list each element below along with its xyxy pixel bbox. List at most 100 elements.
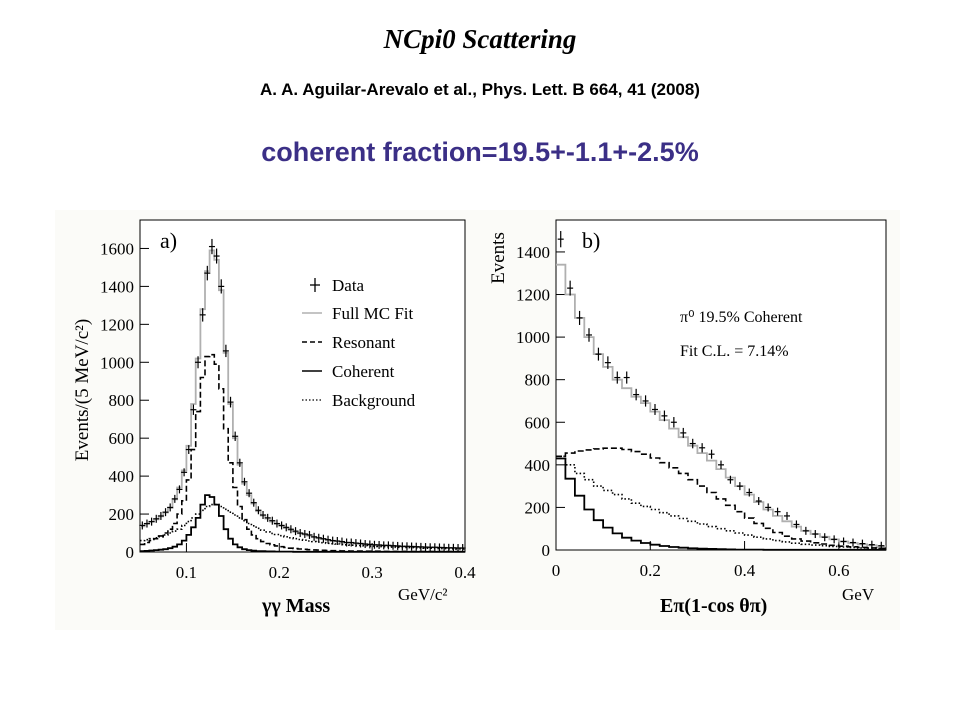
data-point xyxy=(241,477,248,486)
panel-b-fit-cl-annotation: Fit C.L. = 7.14% xyxy=(680,343,789,360)
y-tick-label: 400 xyxy=(525,456,551,475)
y-tick-label: 800 xyxy=(525,371,551,390)
panel-a-y-axis-label: Events/(5 MeV/c²) xyxy=(72,319,93,461)
y-tick-label: 0 xyxy=(542,541,551,560)
series-coherent xyxy=(556,457,886,551)
data-point xyxy=(595,347,602,361)
data-point xyxy=(199,308,206,322)
y-tick-label: 1600 xyxy=(100,239,134,258)
data-point xyxy=(727,475,734,484)
data-point xyxy=(208,238,215,255)
series-full-mc-fit xyxy=(556,263,886,548)
coherent-fraction-result: coherent fraction=19.5+-1.1+-2.5% xyxy=(261,137,699,167)
panel-b-x-axis-label: Eπ(1-cos θπ) xyxy=(660,595,767,617)
data-point xyxy=(292,527,299,536)
data-point xyxy=(162,508,169,517)
panel-a-legend: Data Full MC Fit Resonant Coherent Backg… xyxy=(302,276,416,410)
data-point xyxy=(181,468,188,477)
panel-a-label: a) xyxy=(160,228,177,253)
panel-a-data-points xyxy=(139,238,466,553)
data-point xyxy=(557,231,564,248)
data-point xyxy=(236,458,243,467)
data-point xyxy=(623,371,630,384)
data-point xyxy=(250,498,257,507)
data-point xyxy=(831,535,838,544)
legend-full-mc-label: Full MC Fit xyxy=(332,304,414,323)
panel-a-y-ticks: 0 200 400 600 800 1000 1200 1400 1600 xyxy=(100,239,149,562)
data-point xyxy=(586,328,592,342)
data-point xyxy=(139,521,146,530)
data-point xyxy=(878,541,885,550)
data-point xyxy=(774,507,781,516)
data-point xyxy=(311,532,318,541)
x-tick-label: 0.4 xyxy=(734,561,756,580)
data-point xyxy=(287,525,294,534)
panel-a-frame xyxy=(139,219,466,553)
paper-reference: A. A. Aguilar-Arevalo et al., Phys. Lett… xyxy=(260,80,700,99)
x-tick-label: 0 xyxy=(552,561,561,580)
panel-b-x-ticks: 0 0.2 0.4 0.6 xyxy=(552,541,849,580)
panel-a-x-axis-unit: GeV/c² xyxy=(398,585,447,604)
x-tick-label: 0.4 xyxy=(454,563,476,582)
data-point xyxy=(652,404,658,415)
y-tick-label: 800 xyxy=(109,391,135,410)
data-point xyxy=(338,537,345,546)
slide-title: NCpi0 Scattering xyxy=(383,24,577,54)
data-point xyxy=(320,534,327,543)
panel-b-y-axis-label: Events xyxy=(488,232,509,284)
data-point xyxy=(153,514,160,523)
data-point xyxy=(755,497,762,506)
data-point xyxy=(765,503,772,512)
y-tick-label: 1400 xyxy=(516,243,550,262)
data-point xyxy=(176,485,183,494)
panel-b-data-points xyxy=(557,231,885,550)
data-point xyxy=(567,280,574,296)
data-point xyxy=(222,344,229,358)
series-resonant xyxy=(556,447,886,550)
legend-background-label: Background xyxy=(332,391,416,410)
series-resonant xyxy=(140,353,465,553)
data-point xyxy=(661,410,668,422)
legend-data-label: Data xyxy=(332,276,365,295)
data-point xyxy=(812,530,819,539)
x-tick-label: 0.2 xyxy=(269,563,290,582)
y-tick-label: 1200 xyxy=(516,286,550,305)
panel-b-x-axis-unit: GeV xyxy=(842,585,875,604)
data-point xyxy=(459,544,466,553)
data-point xyxy=(273,519,280,528)
data-point xyxy=(264,513,271,522)
data-point xyxy=(689,438,696,449)
series-background xyxy=(556,455,886,550)
data-point xyxy=(699,443,706,453)
data-point xyxy=(185,445,192,454)
panel-a-x-ticks: 0.1 0.2 0.3 0.4 xyxy=(176,543,476,582)
data-point xyxy=(633,388,640,401)
y-tick-label: 1000 xyxy=(516,328,550,347)
data-point xyxy=(670,417,677,428)
data-point xyxy=(784,511,790,520)
data-point xyxy=(746,488,753,497)
y-tick-label: 0 xyxy=(126,543,135,562)
series-coherent xyxy=(140,494,465,553)
y-tick-label: 600 xyxy=(525,413,551,432)
panel-b-coherent-annotation: π⁰ 19.5% Coherent xyxy=(680,309,803,326)
y-tick-label: 200 xyxy=(525,498,551,517)
legend-coherent-label: Coherent xyxy=(332,362,395,381)
data-point xyxy=(642,395,649,407)
x-tick-label: 0.2 xyxy=(640,561,661,580)
data-point xyxy=(213,248,220,264)
data-point xyxy=(227,396,234,408)
data-point xyxy=(157,511,164,520)
y-tick-label: 1400 xyxy=(100,277,134,296)
data-point xyxy=(793,520,800,529)
y-tick-label: 1200 xyxy=(100,315,134,334)
data-point xyxy=(859,539,866,548)
data-point xyxy=(680,427,687,438)
data-point xyxy=(297,529,304,538)
panel-b-frame xyxy=(555,219,887,551)
data-point xyxy=(315,533,322,542)
data-point xyxy=(269,516,276,525)
data-point xyxy=(604,356,611,369)
data-point xyxy=(850,538,856,547)
